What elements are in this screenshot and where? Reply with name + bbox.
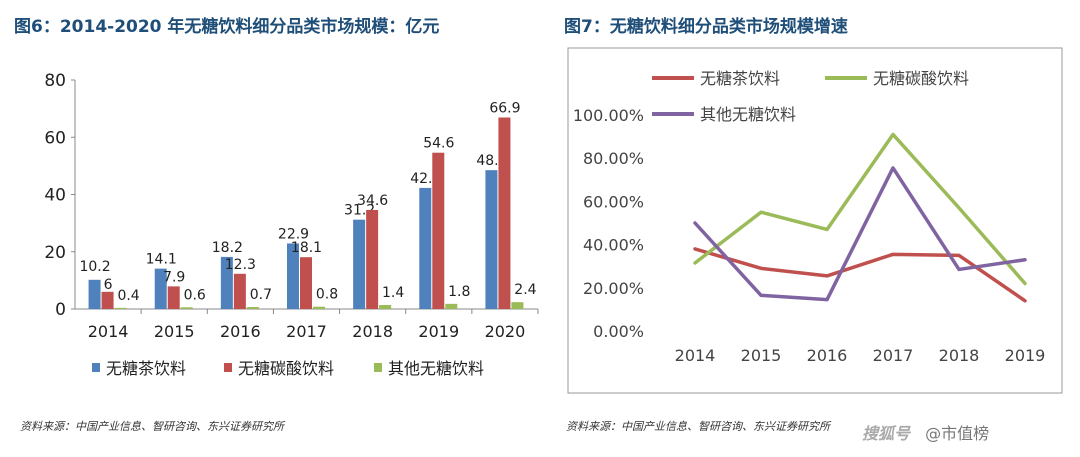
bar-2 <box>366 209 379 309</box>
data-label: 0.4 <box>117 288 139 304</box>
y-tick-label: 40.00% <box>583 236 644 255</box>
bar-1 <box>220 256 233 309</box>
legend-label-1: 无糖茶饮料 <box>700 69 780 88</box>
bar-3 <box>511 302 524 309</box>
y-tick-label: 100.00% <box>573 106 644 125</box>
data-label: 34.6 <box>357 193 388 209</box>
x-tick-label: 2015 <box>741 346 782 365</box>
line-chart: 0.00% 20.00% 40.00% 60.00% 80.00% 100.00% 2014… <box>567 47 1063 394</box>
legend-swatch-2 <box>224 363 232 372</box>
data-label: 12.3 <box>225 257 256 273</box>
x-tick-label: 2017 <box>873 346 914 365</box>
series-line-1 <box>693 247 1027 303</box>
data-label: 7.9 <box>163 269 185 285</box>
y-tick-label: 0.00% <box>593 322 644 341</box>
x-tick-label: 2019 <box>418 322 459 341</box>
bar-2 <box>300 257 312 309</box>
x-tick-label: 2016 <box>807 346 848 365</box>
y-tick-label: 80 <box>44 71 66 91</box>
x-tick-label: 2016 <box>220 322 261 341</box>
y-tick-label: 80.00% <box>583 149 644 168</box>
watermark-logo: 搜狐号 <box>862 424 911 443</box>
bar-2 <box>498 117 511 309</box>
x-tick-label: 2014 <box>88 322 129 341</box>
series-line-2 <box>693 132 1027 286</box>
left-chart-title: 图6：2014-2020 年无糖饮料细分品类市场规模：亿元 <box>14 17 440 37</box>
data-label: 18.2 <box>212 240 243 256</box>
left-source-note: 资料来源：中国产业信息、智研咨询、东兴证券研究所 <box>20 420 284 433</box>
x-tick-label: 2018 <box>352 322 393 341</box>
data-label: 0.8 <box>316 287 338 303</box>
y-tick-label: 20.00% <box>583 279 644 298</box>
bar-3 <box>313 306 325 309</box>
data-label: 1.4 <box>382 285 404 301</box>
y-tick-label: 60 <box>44 128 66 148</box>
bar-2 <box>233 273 246 309</box>
legend-label-2: 无糖碳酸饮料 <box>238 359 334 378</box>
bar-3 <box>445 303 458 309</box>
data-label: 66.9 <box>489 100 520 116</box>
y-tick-label: 60.00% <box>583 192 644 211</box>
bar-3 <box>246 306 259 309</box>
x-tick-label: 2017 <box>286 322 327 341</box>
right-chart-title: 图7：无糖饮料细分品类市场规模增速 <box>564 17 848 37</box>
x-tick-label: 2014 <box>675 346 716 365</box>
data-label: 2.4 <box>514 282 536 298</box>
x-tick-label: 2019 <box>1005 346 1046 365</box>
bar-2 <box>432 152 445 309</box>
legend-swatch-1 <box>92 363 100 372</box>
bar-1 <box>353 219 366 309</box>
y-tick-label: 20 <box>44 243 66 263</box>
bar-2 <box>101 291 114 309</box>
x-tick-label: 2018 <box>939 346 980 365</box>
watermark-text: @市值榜 <box>925 424 990 443</box>
bar-3 <box>379 304 392 309</box>
bar-2 <box>167 286 180 309</box>
bar-1 <box>485 170 498 309</box>
data-label: 14.1 <box>146 252 177 268</box>
legend-label-2: 无糖碳酸饮料 <box>873 69 969 88</box>
y-tick-label: 40 <box>44 186 66 206</box>
bar-3 <box>114 307 127 309</box>
data-label: 18.1 <box>291 240 322 256</box>
data-label: 10.2 <box>79 259 110 275</box>
series-line-3 <box>693 166 1027 302</box>
legend-label-3: 其他无糖饮料 <box>700 105 796 124</box>
bar-1 <box>154 268 167 309</box>
legend-swatch-3 <box>374 363 382 372</box>
legend-label-1: 无糖茶饮料 <box>106 359 186 378</box>
bar-1 <box>88 279 101 309</box>
bar-chart: 0 20 40 60 80 2014 10.2 60.4 2015 14.17.9 0.6 2016 1… <box>44 71 539 378</box>
right-source-note: 资料来源：中国产业信息、智研咨询、东兴证券研究所 <box>566 420 830 433</box>
bar-1 <box>287 243 299 309</box>
data-label: 1.8 <box>448 284 470 300</box>
y-tick-label: 0 <box>55 300 66 320</box>
legend-label-3: 其他无糖饮料 <box>388 359 484 378</box>
x-tick-label: 2020 <box>485 322 526 341</box>
data-label: 0.7 <box>250 287 272 303</box>
x-tick-label: 2015 <box>154 322 195 341</box>
data-label: 6 <box>104 277 113 293</box>
data-label: 0.6 <box>184 287 206 303</box>
bar-1 <box>419 187 432 309</box>
bar-3 <box>180 307 193 309</box>
watermark: 搜狐号 @市值榜 <box>862 420 989 444</box>
data-label: 54.6 <box>423 136 454 152</box>
data-label: 22.9 <box>278 226 309 242</box>
plot-border <box>567 47 1063 394</box>
